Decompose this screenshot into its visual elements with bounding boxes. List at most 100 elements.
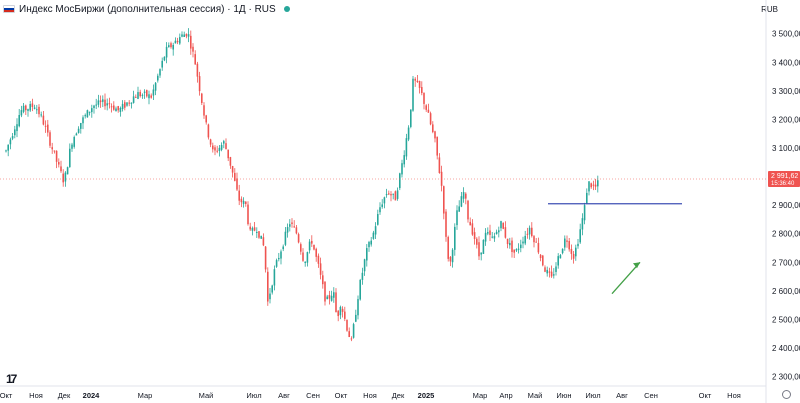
- y-tick-label: 3 200,00: [772, 115, 800, 124]
- candle-body: [520, 244, 522, 249]
- candle-body: [588, 181, 590, 192]
- candle-body: [293, 226, 295, 228]
- candle-body: [394, 191, 397, 201]
- candle-body: [60, 166, 62, 172]
- candle-body: [357, 299, 359, 316]
- currency-label[interactable]: RUB: [761, 5, 778, 14]
- candle-body: [157, 75, 159, 81]
- candle-body: [82, 117, 84, 124]
- candle-body: [509, 242, 511, 246]
- candle-body: [236, 178, 238, 190]
- candle-body: [229, 157, 232, 166]
- candle-body: [542, 255, 544, 266]
- candle-body: [159, 69, 161, 76]
- candle-body: [130, 102, 133, 104]
- candle-body: [148, 94, 150, 99]
- candle-body: [110, 106, 113, 108]
- candle-body: [7, 144, 9, 151]
- candle-body: [557, 256, 559, 266]
- candle-body: [405, 138, 408, 157]
- candle-body: [434, 131, 436, 139]
- candle-body: [170, 43, 172, 48]
- candle-body: [581, 218, 584, 230]
- candle-body: [231, 166, 234, 173]
- candle-body: [564, 238, 566, 248]
- price-tag-box: [768, 170, 800, 187]
- candle-body: [401, 163, 403, 175]
- candle-body: [383, 197, 386, 204]
- candle-body: [350, 338, 353, 340]
- symbol-title[interactable]: Индекс МосБиржи (дополнительная сессия) …: [19, 3, 276, 15]
- candle-body: [36, 109, 38, 111]
- candle-body: [317, 255, 320, 264]
- candle-body: [201, 93, 203, 103]
- candle-body: [462, 192, 465, 199]
- candle-body: [586, 192, 588, 204]
- candle-body: [449, 256, 452, 262]
- candle-body: [209, 139, 212, 145]
- candle-body: [322, 275, 324, 285]
- candle-body: [385, 194, 388, 196]
- candle-body: [535, 241, 537, 243]
- candle-body: [337, 310, 339, 317]
- candle-body: [218, 147, 221, 151]
- candle-body: [172, 44, 174, 50]
- settings-icon[interactable]: [782, 390, 791, 399]
- x-tick-label: Ноя: [29, 391, 43, 400]
- candle-body: [284, 231, 287, 245]
- y-tick-label: 2 300,00: [772, 373, 800, 382]
- x-tick-label: Июл: [246, 391, 261, 400]
- candle-body: [407, 127, 410, 140]
- candle-body: [480, 252, 482, 255]
- candle-body: [577, 243, 579, 247]
- candle-body: [137, 92, 139, 99]
- candle-body: [190, 35, 192, 49]
- candle-body: [187, 34, 190, 37]
- tradingview-logo-icon[interactable]: 17: [6, 372, 17, 386]
- candle-body: [214, 147, 216, 151]
- candle-body: [561, 248, 564, 254]
- candle-body: [163, 56, 166, 61]
- candle-body: [29, 103, 31, 111]
- candle-body: [550, 271, 553, 277]
- candle-body: [194, 54, 196, 65]
- candle-body: [42, 115, 45, 125]
- candle-body: [482, 239, 485, 254]
- candle-body: [495, 231, 498, 235]
- x-tick-label: Авг: [616, 391, 628, 400]
- candle-body: [346, 319, 348, 331]
- candle-body: [253, 227, 256, 231]
- candle-body: [553, 274, 555, 276]
- candle-body: [374, 226, 377, 235]
- candle-body: [91, 108, 93, 113]
- candle-body: [179, 37, 181, 44]
- candle-body: [258, 231, 260, 238]
- candle-body: [366, 248, 368, 261]
- y-tick-label: 2 700,00: [772, 258, 800, 267]
- x-tick-label: Сен: [306, 391, 320, 400]
- candle-body: [476, 238, 478, 245]
- x-tick-label: 2025: [418, 391, 435, 400]
- x-tick-label: Апр: [499, 391, 512, 400]
- candle-body: [302, 252, 304, 261]
- candle-body: [51, 147, 53, 150]
- candle-body: [88, 111, 91, 113]
- candle-body: [154, 82, 157, 91]
- candle-body: [16, 124, 18, 132]
- candle-body: [22, 105, 25, 112]
- candle-body: [300, 244, 302, 252]
- candle-body: [489, 230, 491, 235]
- candle-body: [174, 40, 177, 44]
- candle-body: [517, 248, 520, 250]
- candle-body: [548, 271, 551, 273]
- candle-body: [344, 311, 346, 319]
- candle-body: [478, 242, 480, 257]
- x-tick-label: Май: [528, 391, 543, 400]
- x-tick-label: Авг: [278, 391, 290, 400]
- y-tick-label: 2 600,00: [772, 287, 800, 296]
- candle-body: [249, 226, 251, 230]
- candle-body: [247, 204, 249, 225]
- candle-body: [304, 261, 306, 264]
- candle-body: [212, 145, 214, 150]
